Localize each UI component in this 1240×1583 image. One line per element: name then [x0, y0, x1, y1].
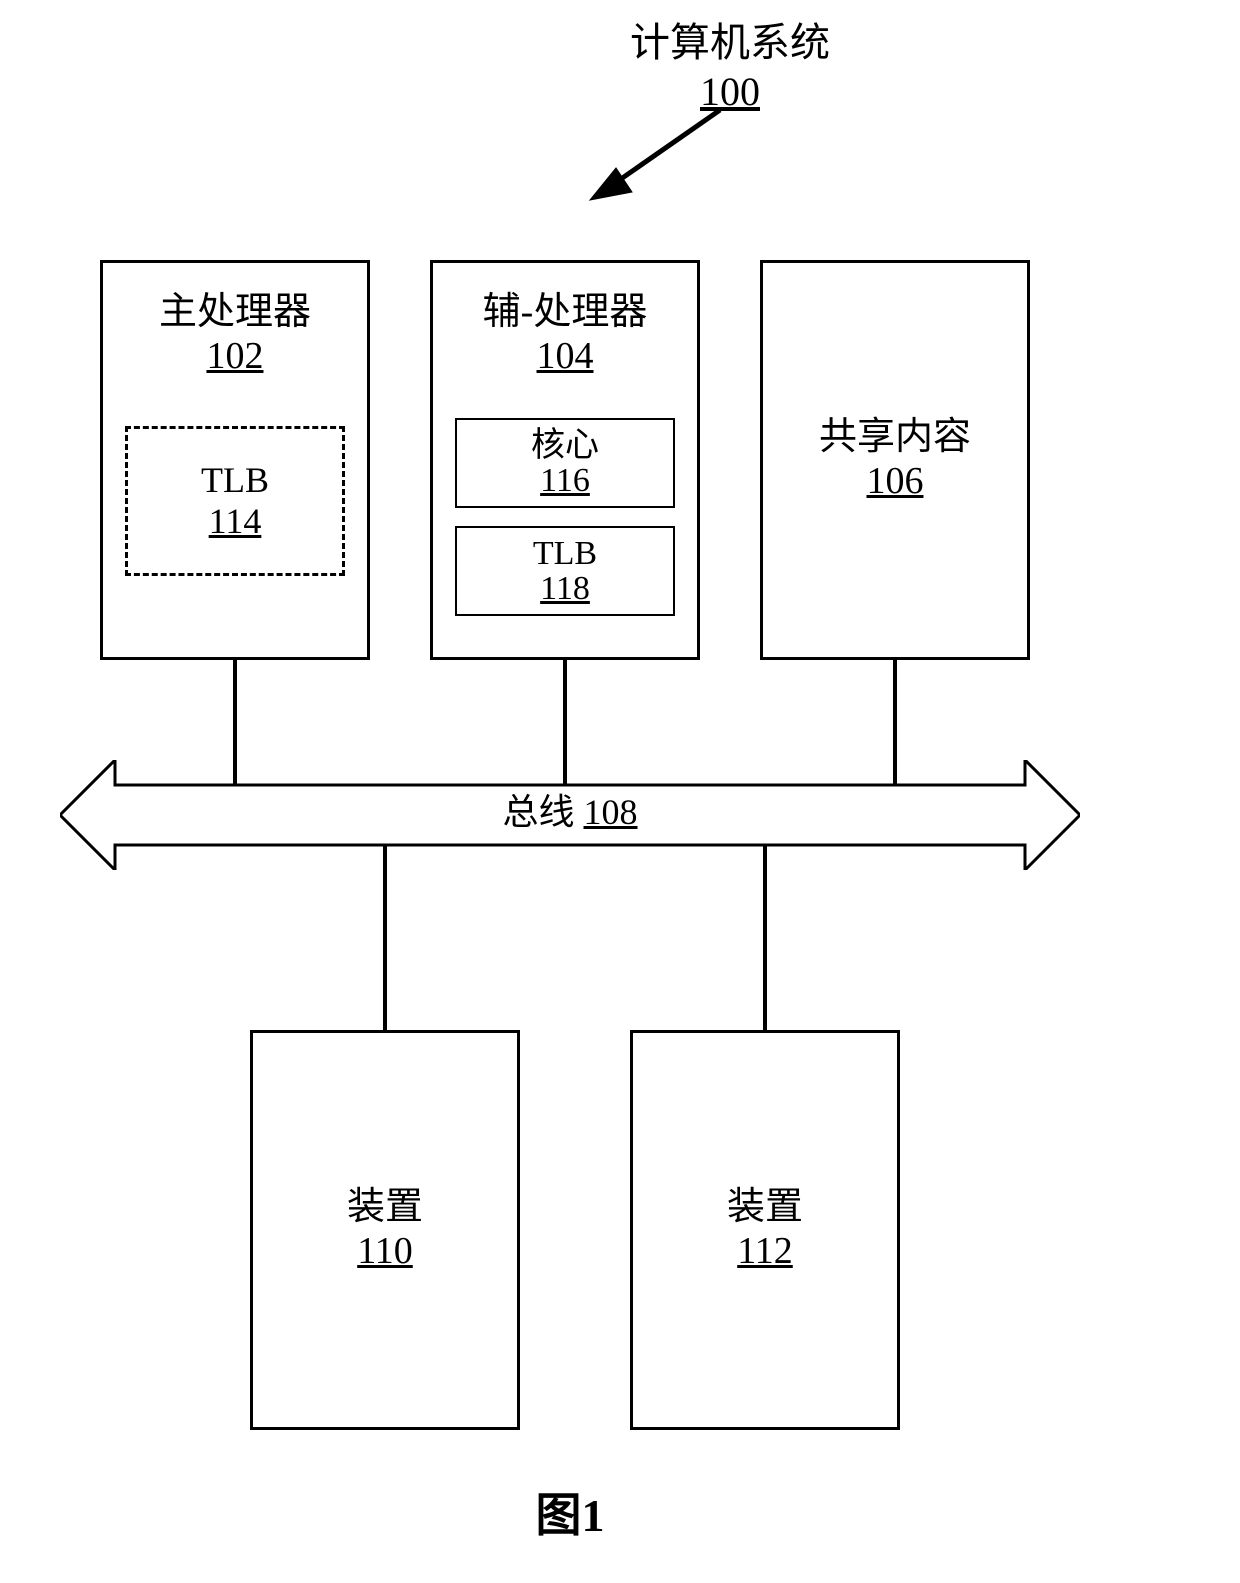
tlb-co-label: TLB 118 [533, 536, 597, 607]
shared-content-ref: 106 [819, 460, 971, 504]
bus-ref: 108 [584, 792, 638, 832]
tlb-co-ref: 118 [540, 570, 590, 607]
core-ref: 116 [540, 462, 590, 499]
co-processor-box: 辅-处理器 104 核心 116 TLB 118 [430, 260, 700, 660]
tlb-main-label: TLB 114 [201, 460, 269, 543]
diagram-canvas: 计算机系统 100 主处理器 102 TLB 114 辅-处理器 104 [0, 0, 1240, 1583]
figure-caption: 图1 [0, 1490, 1140, 1543]
main-processor-box: 主处理器 102 TLB 114 [100, 260, 370, 660]
core-box: 核心 116 [455, 418, 675, 508]
tlb-co-box: TLB 118 [455, 526, 675, 616]
device1-box: 装置 110 [250, 1030, 520, 1430]
device1-label: 装置 110 [347, 1186, 423, 1273]
co-processor-label: 辅-处理器 104 [483, 291, 648, 378]
device2-label: 装置 112 [727, 1186, 803, 1273]
connector-bus-to-device2 [763, 845, 767, 1030]
shared-content-label: 共享内容 106 [819, 416, 971, 503]
shared-content-box: 共享内容 106 [760, 260, 1030, 660]
co-processor-ref: 104 [483, 335, 648, 379]
main-processor-label: 主处理器 102 [159, 291, 311, 378]
core-label: 核心 116 [531, 428, 599, 499]
device1-ref: 110 [347, 1230, 423, 1274]
device2-ref: 112 [727, 1230, 803, 1274]
tlb-main-ref: 114 [201, 501, 269, 542]
connector-bus-to-device1 [383, 845, 387, 1030]
device2-box: 装置 112 [630, 1030, 900, 1430]
bus-label: 总线 108 [60, 792, 1080, 833]
tlb-main-box: TLB 114 [125, 426, 345, 576]
main-processor-ref: 102 [159, 335, 311, 379]
